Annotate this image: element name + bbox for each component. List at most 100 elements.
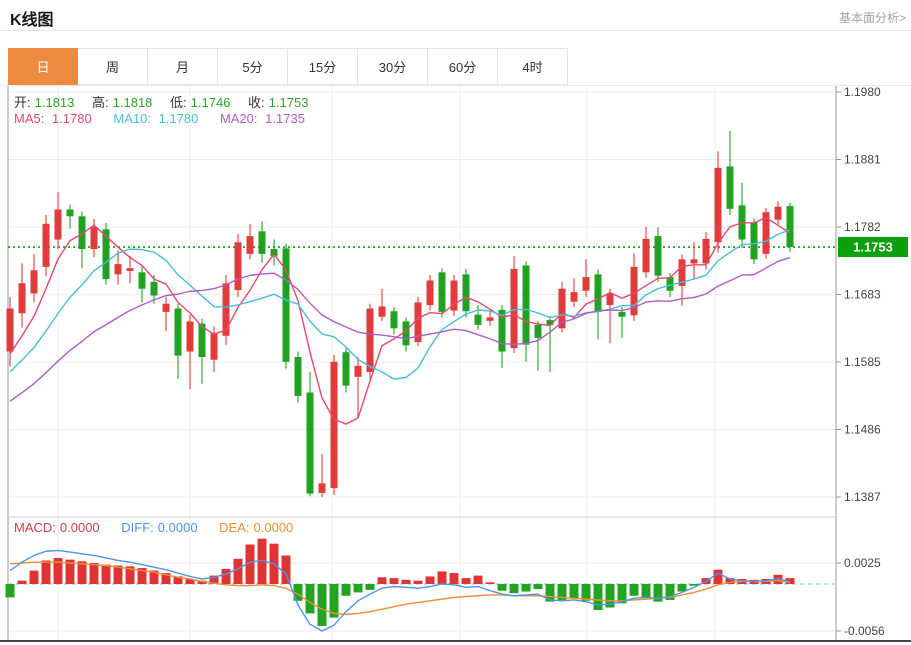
ma10-line <box>9 229 791 380</box>
candle <box>102 229 110 280</box>
tab-month[interactable]: 月 <box>148 48 218 85</box>
macd-bar <box>245 544 255 584</box>
diff-legend-item: DIFF: 0.0000 <box>121 520 198 535</box>
macd-bar <box>677 584 687 592</box>
candle <box>630 266 638 316</box>
tab-30min[interactable]: 30分 <box>358 48 428 85</box>
macd-bar <box>329 584 339 618</box>
macd-bar <box>713 569 723 584</box>
macd-bar <box>341 584 351 596</box>
macd-bar <box>53 557 63 584</box>
candle <box>618 311 626 317</box>
candle <box>786 206 794 248</box>
candle <box>666 277 674 291</box>
svg-text:0.0025: 0.0025 <box>844 556 881 570</box>
kline-chart-svg: 1.1980 1.1881 1.1782 1.1683 1.1585 1.1486 1.13… <box>0 86 911 642</box>
macd-bar <box>197 580 207 584</box>
svg-text:1.1387: 1.1387 <box>844 490 881 504</box>
candle <box>258 231 266 254</box>
candle <box>114 264 122 275</box>
candle <box>654 236 662 276</box>
macd-bar <box>353 584 363 593</box>
macd-histogram <box>5 538 795 626</box>
candle <box>174 308 182 356</box>
ma5-line <box>9 216 791 425</box>
macd-bar <box>185 578 195 584</box>
tab-5min[interactable]: 5分 <box>218 48 288 85</box>
candle <box>678 259 686 286</box>
candle <box>546 320 554 325</box>
candle <box>342 352 350 386</box>
candle <box>54 209 62 240</box>
macd-legend: MACD: 0.0000 DIFF: 0.0000 DEA: 0.0000 <box>14 520 301 535</box>
candle <box>198 323 206 357</box>
tabs-underline <box>0 85 911 86</box>
candle <box>714 167 722 243</box>
macd-legend-item: MACD: 0.0000 <box>14 520 100 535</box>
candle <box>330 361 338 489</box>
macd-bar <box>461 578 471 584</box>
ma5-legend-item: MA5: 1.1780 <box>14 111 92 126</box>
candle <box>366 308 374 373</box>
tab-day[interactable]: 日 <box>8 48 78 85</box>
candle <box>438 272 446 312</box>
candle <box>522 265 530 345</box>
candle <box>66 209 74 217</box>
macd-bar <box>89 563 99 584</box>
macd-bar <box>209 575 219 584</box>
candle <box>390 311 398 329</box>
macd-bar <box>641 584 651 598</box>
macd-bar <box>29 570 39 584</box>
svg-text:1.1980: 1.1980 <box>844 86 881 99</box>
macd-bar <box>389 578 399 584</box>
svg-text:1.1753: 1.1753 <box>853 240 893 255</box>
low-value: 1.1746 <box>190 95 231 110</box>
open-value: 1.1813 <box>34 95 75 110</box>
candle <box>762 212 770 254</box>
tab-15min[interactable]: 15分 <box>288 48 358 85</box>
svg-text:1.1585: 1.1585 <box>844 355 881 369</box>
candle <box>210 333 218 360</box>
candle <box>78 216 86 250</box>
macd-bar <box>149 570 159 584</box>
candle <box>498 309 506 352</box>
macd-bar <box>113 565 123 584</box>
tab-4hour[interactable]: 4时 <box>498 48 568 85</box>
macd-bar <box>77 561 87 584</box>
candle <box>30 270 38 294</box>
macd-bar <box>725 578 735 584</box>
chart-area[interactable]: 1.1980 1.1881 1.1782 1.1683 1.1585 1.1486 1.13… <box>0 86 911 645</box>
high-label: 高: <box>92 95 109 110</box>
candle <box>558 288 566 329</box>
macd-bar <box>689 584 699 586</box>
macd-bar <box>41 560 51 584</box>
candle <box>294 356 302 396</box>
grid-layer <box>8 86 836 641</box>
ma10-legend-item: MA10: 1.1780 <box>113 111 199 126</box>
macd-bar <box>281 555 291 584</box>
macd-bar <box>509 584 519 594</box>
macd-bar <box>413 580 423 584</box>
candle <box>450 280 458 311</box>
tab-60min[interactable]: 60分 <box>428 48 498 85</box>
macd-bar <box>317 584 327 626</box>
macd-bar <box>101 564 111 584</box>
fundamental-analysis-link[interactable]: 基本面分析> <box>838 11 906 25</box>
macd-bar <box>569 584 579 599</box>
candle <box>750 222 758 260</box>
candle <box>726 166 734 209</box>
candle <box>606 293 614 306</box>
ma20-legend-item: MA20: 1.1735 <box>219 111 305 126</box>
macd-bar <box>377 577 387 584</box>
period-tabs: 日 周 月 5分 15分 30分 60分 4时 <box>8 48 568 86</box>
macd-bar <box>137 568 147 584</box>
macd-bar <box>293 584 303 601</box>
macd-bar <box>161 573 171 584</box>
tab-week[interactable]: 周 <box>78 48 148 85</box>
macd-bar <box>497 584 507 591</box>
header-divider <box>0 30 911 31</box>
macd-bar <box>521 584 531 592</box>
candle <box>282 248 290 362</box>
macd-axis-labels: 0.0025 -0.0056 <box>836 556 885 638</box>
candle <box>702 238 710 264</box>
